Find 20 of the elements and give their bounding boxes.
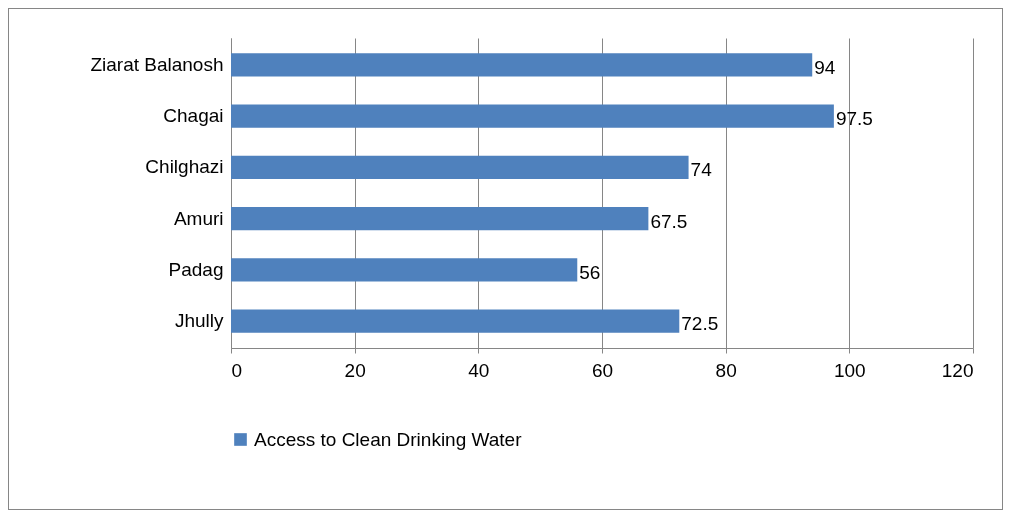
data-label: 74 — [690, 159, 713, 181]
y-tick-label: Chagai — [163, 105, 224, 127]
x-tick-label: 0 — [231, 359, 243, 381]
x-tick-label: 20 — [344, 359, 366, 381]
x-tick-label: 40 — [468, 359, 490, 381]
y-tick-label: Jhully — [174, 310, 224, 332]
data-label: 94 — [814, 56, 836, 78]
data-label: 72.5 — [681, 313, 719, 335]
x-tick-label: 80 — [715, 359, 737, 381]
y-tick-label: Amuri — [173, 207, 224, 229]
x-tick-label: 100 — [833, 359, 866, 381]
x-tick-label: 60 — [591, 359, 614, 381]
y-tick-label: Chilghazi — [145, 156, 224, 178]
data-label: 97.5 — [835, 108, 873, 130]
x-tick-label: 120 — [941, 359, 974, 381]
data-label: 56 — [579, 261, 601, 283]
data-label: 67.5 — [650, 210, 688, 232]
legend-label: Access to Clean Drinking Water — [254, 428, 523, 450]
y-tick-label: Padag — [168, 258, 224, 280]
y-tick-label: Ziarat Balanosh — [90, 53, 224, 75]
